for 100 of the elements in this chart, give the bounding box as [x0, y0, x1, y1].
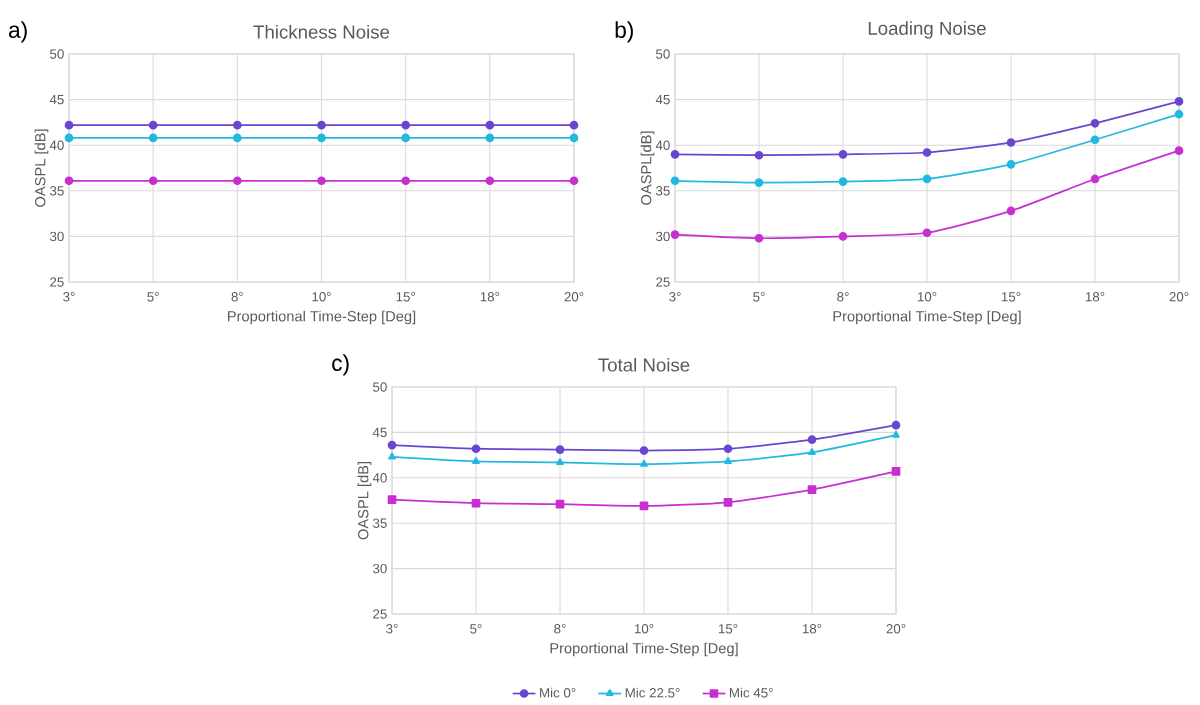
x-tick-label: 3° [386, 624, 398, 634]
x-tick-label: 15° [1001, 292, 1021, 302]
legend-label: Mic 0° [540, 687, 576, 698]
x-tick-label: 8° [231, 292, 243, 302]
point [401, 120, 410, 130]
y-tick-label: 30 [49, 231, 64, 242]
x-tick-label: 10° [634, 624, 654, 634]
point [472, 457, 480, 465]
point [723, 444, 733, 454]
point [838, 150, 848, 159]
point [1090, 174, 1100, 184]
point [891, 467, 901, 476]
y-axis-title: OASPL [dB] [357, 462, 372, 540]
point [1006, 160, 1016, 169]
point [233, 120, 242, 130]
point [401, 133, 410, 143]
legend-label: Mic 45° [729, 687, 773, 698]
x-tick-label: 18° [802, 624, 822, 634]
point [485, 176, 495, 186]
text: c) [332, 354, 349, 376]
point [754, 234, 764, 243]
x-tick-label: 10° [917, 292, 937, 302]
point [64, 176, 74, 186]
point [401, 176, 410, 186]
point [723, 498, 733, 507]
x-tick-label: 18° [1085, 292, 1105, 302]
point [317, 133, 326, 143]
x-tick-label: 20° [1169, 292, 1189, 302]
point [569, 133, 579, 143]
chart-title: Thickness Noise [253, 25, 390, 39]
x-tick-label: 5° [753, 292, 765, 302]
point [387, 495, 397, 505]
y-tick-label: 30 [372, 564, 387, 574]
point [754, 178, 764, 188]
x-axis-title: Proportional Time-Step [Deg] [550, 642, 738, 657]
x-tick-label: 3° [669, 292, 681, 302]
point [670, 176, 680, 186]
point [471, 444, 481, 454]
point [670, 230, 680, 240]
point [1174, 146, 1184, 156]
x-tick-label: 18° [480, 292, 500, 302]
x-tick-label: 20° [564, 292, 584, 302]
y-tick-label: 45 [372, 427, 387, 438]
point [892, 430, 900, 438]
x-tick-label: 20° [886, 624, 906, 634]
x-axis-title: Proportional Time-Step [Deg] [833, 310, 1021, 325]
x-tick-label: 15° [718, 624, 738, 634]
point [64, 120, 74, 130]
y-tick-label: 40 [372, 473, 387, 483]
x-tick-label: 10° [312, 292, 331, 302]
point [838, 232, 848, 241]
point [387, 440, 397, 450]
y-tick-label: 25 [656, 277, 670, 287]
x-tick-label: 8° [554, 624, 566, 634]
point [640, 459, 648, 467]
x-tick-label: 5° [147, 292, 159, 302]
point [569, 176, 579, 186]
point [388, 452, 396, 460]
x-tick-label: 15° [396, 292, 415, 302]
point [64, 133, 74, 143]
x-tick-label: 3° [63, 292, 75, 302]
point [471, 499, 481, 508]
point [1174, 110, 1184, 119]
point [555, 445, 565, 455]
point [922, 174, 932, 184]
text: a) [9, 21, 27, 43]
point [569, 120, 579, 130]
point [1006, 138, 1016, 147]
point [317, 120, 326, 130]
point [639, 446, 649, 456]
y-tick-label: 30 [655, 231, 670, 242]
y-tick-label: 45 [49, 95, 64, 105]
y-tick-label: 45 [655, 95, 670, 105]
y-tick-label: 25 [50, 277, 64, 287]
point [148, 176, 158, 186]
y-tick-label: 40 [655, 140, 670, 151]
point [148, 133, 158, 143]
x-axis-title: Proportional Time-Step [Deg] [228, 310, 416, 325]
point [807, 435, 817, 445]
point [556, 458, 564, 466]
y-tick-label: 35 [49, 186, 64, 196]
y-tick-label: 50 [373, 382, 387, 392]
x-tick-label: 5° [470, 624, 482, 634]
point [922, 148, 932, 157]
point [670, 150, 680, 159]
point [1090, 135, 1100, 145]
text: b) [615, 21, 633, 43]
y-axis-title: OASPL[dB] [640, 131, 655, 205]
x-tick-label: 8° [837, 292, 849, 302]
point [838, 177, 848, 187]
y-tick-label: 40 [49, 140, 64, 151]
y-tick-label: 35 [372, 518, 387, 529]
legend-label: Mic 22.5° [625, 687, 680, 698]
point [1090, 119, 1100, 128]
point [485, 120, 495, 130]
point [1174, 97, 1184, 106]
point [724, 457, 732, 465]
point [807, 485, 817, 495]
y-tick-label: 35 [655, 186, 670, 196]
y-axis-title: OASPL [dB] [34, 129, 49, 207]
